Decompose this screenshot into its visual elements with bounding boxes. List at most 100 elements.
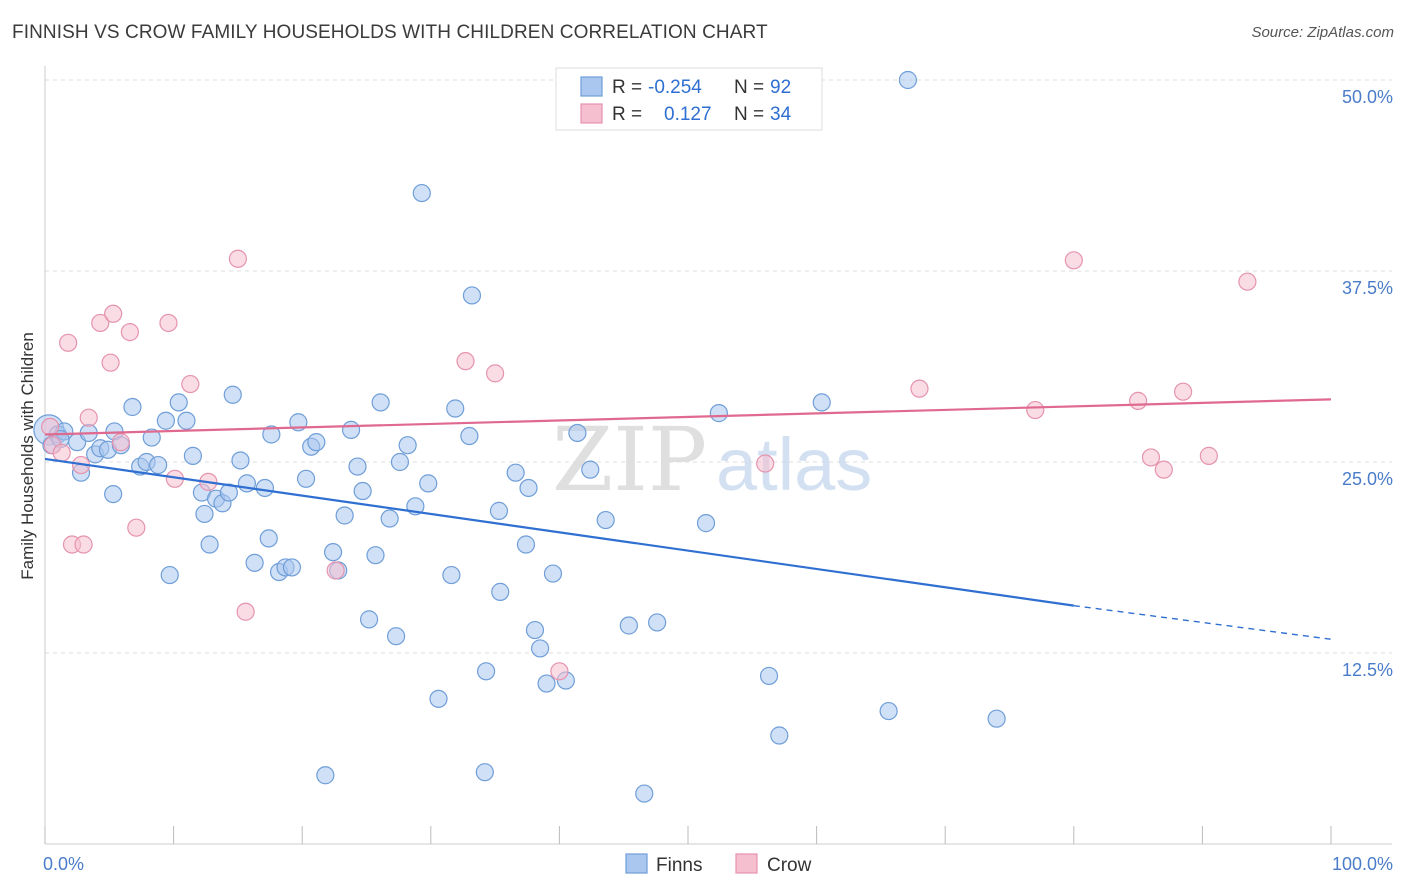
trend-layer: [44, 398, 1332, 640]
axis-layer: 12.5% 25.0% 37.5% 50.0% 0.0% 100.0%: [43, 66, 1393, 874]
finns-point-40: [296, 469, 316, 488]
finns-point-25: [200, 535, 219, 554]
finns-point-77: [568, 423, 587, 443]
finns-point-50: [359, 610, 379, 629]
crow-point-21: [456, 352, 475, 371]
finns-point-20: [169, 393, 188, 412]
finns-point-90: [987, 709, 1006, 728]
stats-legend: R = -0.254 N = 92 R = 0.127 N = 34: [555, 67, 823, 131]
finns-point-80: [619, 616, 638, 635]
legend-crow-label: Crow: [767, 855, 812, 876]
crow-point-26: [1026, 400, 1045, 420]
finns-point-29: [223, 385, 242, 404]
finns-n-label: N =: [734, 77, 764, 98]
finns-trend-line: [44, 457, 1074, 607]
crow-point-2: [52, 443, 71, 462]
y-tick-label-2: 37.5%: [1342, 278, 1393, 298]
finns-point-34: [259, 529, 278, 548]
finns-point-33: [255, 478, 275, 498]
finns-point-71: [519, 478, 538, 498]
finns-point-11: [123, 397, 142, 417]
finns-point-58: [412, 183, 431, 203]
crow-point-24: [756, 454, 775, 473]
crow-point-33: [1238, 272, 1257, 291]
crow-point-0: [41, 417, 60, 436]
x-tick-label-0: 0.0%: [43, 854, 84, 874]
crow-point-7: [79, 408, 98, 427]
finns-point-16: [142, 428, 161, 447]
crow-point-3: [59, 333, 78, 352]
finns-point-82: [648, 613, 667, 632]
finns-point-61: [442, 565, 461, 585]
finns-point-18: [156, 411, 175, 430]
crow-n-value: 34: [770, 104, 792, 125]
finns-point-65: [476, 662, 496, 681]
crow-point-18: [228, 249, 247, 268]
finns-point-74: [537, 674, 556, 693]
finns-point-81: [635, 784, 654, 803]
finns-point-53: [380, 509, 399, 528]
finns-point-67: [489, 501, 509, 520]
finns-point-75: [543, 564, 563, 583]
crow-point-14: [159, 313, 178, 333]
finns-point-19: [160, 565, 179, 585]
crow-point-30: [1154, 460, 1173, 479]
points-layer: [33, 70, 1257, 803]
finns-point-68: [491, 582, 510, 601]
finns-point-86: [770, 726, 789, 745]
finns-point-73: [531, 639, 550, 658]
crow-point-32: [1199, 446, 1218, 465]
crow-r-value: 0.127: [664, 104, 712, 125]
finns-point-66: [475, 763, 494, 782]
finns-point-17: [149, 455, 168, 475]
finns-point-64: [462, 286, 482, 305]
crow-point-22: [486, 364, 505, 383]
finns-point-72: [525, 620, 545, 640]
x-tick-label-1: 100.0%: [1332, 854, 1393, 874]
crow-n-label: N =: [734, 104, 764, 125]
finns-point-47: [341, 420, 361, 440]
finns-point-35: [262, 425, 281, 444]
finns-point-10: [104, 484, 123, 504]
crow-point-10: [104, 304, 123, 323]
finns-point-70: [516, 535, 536, 554]
finns-point-32: [245, 553, 264, 572]
finns-r-label: R =: [612, 77, 642, 98]
crow-point-29: [1141, 448, 1161, 467]
series-legend: Finns Crow: [625, 853, 812, 876]
finns-point-54: [386, 627, 406, 646]
finns-point-24: [195, 504, 214, 524]
crow-point-20: [326, 561, 345, 580]
finns-point-60: [429, 689, 448, 708]
y-tick-label-0: 12.5%: [1342, 660, 1393, 680]
finns-point-30: [231, 451, 250, 470]
crow-trend-line: [44, 398, 1332, 436]
finns-point-85: [759, 666, 779, 686]
finns-point-48: [348, 457, 367, 476]
crow-point-8: [91, 313, 110, 333]
finns-point-44: [323, 543, 343, 562]
finns-point-22: [183, 446, 202, 465]
finns-point-43: [316, 766, 335, 785]
crow-point-28: [1128, 391, 1148, 410]
finns-point-62: [446, 399, 465, 418]
finns-point-63: [460, 426, 479, 446]
finns-point-78: [581, 460, 600, 479]
crow-point-9: [101, 353, 120, 372]
finns-point-46: [335, 506, 354, 525]
y-axis-label: Family Households with Children: [18, 332, 37, 580]
watermark-atlas: atlas: [716, 423, 872, 506]
legend-finns-label: Finns: [656, 855, 702, 876]
watermark-zip: ZIP: [552, 408, 707, 511]
finns-point-69: [506, 463, 525, 482]
finns-point-89: [879, 701, 898, 721]
finns-point-87: [812, 393, 831, 412]
legend-crow-swatch: [735, 853, 758, 874]
crow-point-25: [910, 379, 929, 398]
crow-point-27: [1064, 251, 1083, 270]
finns-point-83: [696, 514, 716, 533]
watermark: ZIP atlas: [552, 408, 872, 511]
finns-swatch: [580, 76, 603, 97]
finns-n-value: 92: [770, 77, 791, 98]
